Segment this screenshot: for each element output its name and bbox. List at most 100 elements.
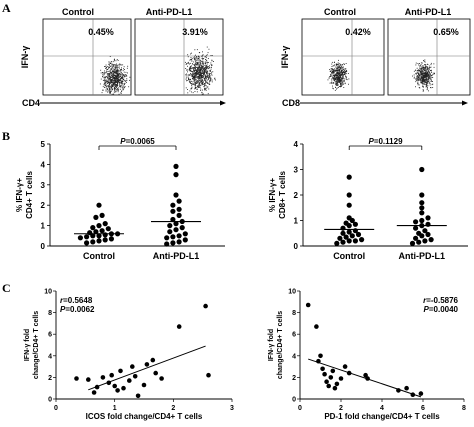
flow-event [328, 77, 330, 79]
flow-event [104, 70, 105, 72]
flow-event [197, 80, 199, 82]
r-symbol: r [423, 296, 427, 305]
flow-event [115, 91, 117, 93]
flow-event [196, 71, 198, 73]
flow-event [206, 63, 208, 65]
r-symbol: r [60, 296, 64, 305]
flow-event [345, 76, 347, 77]
data-point [419, 217, 425, 224]
y-tick-label: 2 [41, 201, 46, 210]
flow-event [129, 79, 130, 81]
flow-event [200, 63, 201, 65]
flow-event [338, 74, 339, 75]
flow-event [424, 80, 426, 82]
flow-event [199, 75, 201, 77]
data-point [419, 205, 425, 211]
flow-event [116, 89, 118, 91]
flow-event [129, 76, 131, 78]
flow-event [342, 77, 344, 79]
flow-event [105, 64, 107, 66]
flow-event [194, 73, 195, 75]
flow-event [344, 80, 345, 82]
flow-event [108, 85, 110, 87]
flow-event [329, 82, 331, 84]
flow-event [420, 74, 422, 75]
flow-event [202, 66, 203, 68]
data-point [176, 198, 182, 204]
y-tick-label: 0 [41, 242, 46, 251]
flow-event [120, 78, 122, 79]
flow-event [111, 84, 113, 86]
flow-event [426, 72, 427, 74]
flow-event [339, 81, 340, 83]
flow-event [195, 83, 196, 84]
flow-event [332, 73, 334, 75]
y-tick-label: 10 [288, 289, 296, 296]
flow-event [341, 70, 342, 72]
flow-event [117, 77, 119, 79]
flow-event [102, 89, 104, 91]
flow-event [340, 77, 342, 79]
flow-event [109, 76, 111, 78]
flow-event [427, 80, 429, 82]
y-tick-label: 10 [44, 289, 52, 296]
flow-event [185, 68, 187, 69]
flow-event [418, 78, 420, 80]
flow-event [331, 78, 332, 80]
flow-event [432, 74, 433, 76]
flow-event [428, 70, 430, 72]
flow-event [208, 88, 210, 90]
flow-event [121, 79, 123, 81]
flow-event [111, 71, 113, 73]
flow-event [201, 68, 203, 69]
flow-event [196, 56, 198, 58]
flow-event [199, 72, 201, 74]
flow-event [423, 70, 425, 72]
flow-event [203, 62, 205, 64]
flow-event [205, 78, 207, 80]
flow-event [420, 62, 422, 64]
flow-event [340, 73, 342, 75]
flow-event [112, 83, 114, 85]
flow-event [112, 74, 114, 76]
flow-event [116, 71, 118, 72]
flow-event [428, 77, 430, 79]
flow-event [337, 75, 338, 76]
data-point [404, 385, 409, 391]
flow-event [207, 78, 209, 80]
flow-event [332, 70, 334, 72]
flow-event [196, 85, 198, 87]
flow-event [193, 67, 195, 69]
flow-event [334, 75, 336, 77]
flow-event [201, 55, 203, 57]
data-point [363, 372, 368, 378]
flow-event [334, 82, 336, 84]
flow-event [198, 85, 200, 87]
flow-event [331, 63, 333, 65]
p-value-symbol: P [120, 137, 126, 146]
flow-event [110, 66, 112, 67]
data-point [176, 206, 182, 212]
flow-event [113, 72, 115, 74]
flow-event [417, 80, 419, 81]
flow-event [421, 67, 423, 69]
flow-event [342, 81, 344, 83]
flow-event [109, 73, 110, 75]
flow-event [199, 52, 201, 54]
flow-event [107, 88, 108, 90]
flow-event [418, 87, 420, 88]
flow-event [117, 70, 119, 72]
flow-event [121, 86, 123, 88]
flow-event [116, 71, 118, 73]
flow-event [338, 63, 340, 64]
y-tick-label: 5 [41, 140, 46, 149]
flow-event [332, 77, 334, 79]
flow-event [109, 91, 111, 93]
flow-event [338, 78, 340, 80]
flow-event [426, 68, 428, 70]
data-point [346, 238, 352, 244]
flow-event [107, 90, 109, 92]
flow-event [112, 76, 114, 78]
data-point [173, 163, 179, 169]
flow-event [201, 93, 203, 95]
